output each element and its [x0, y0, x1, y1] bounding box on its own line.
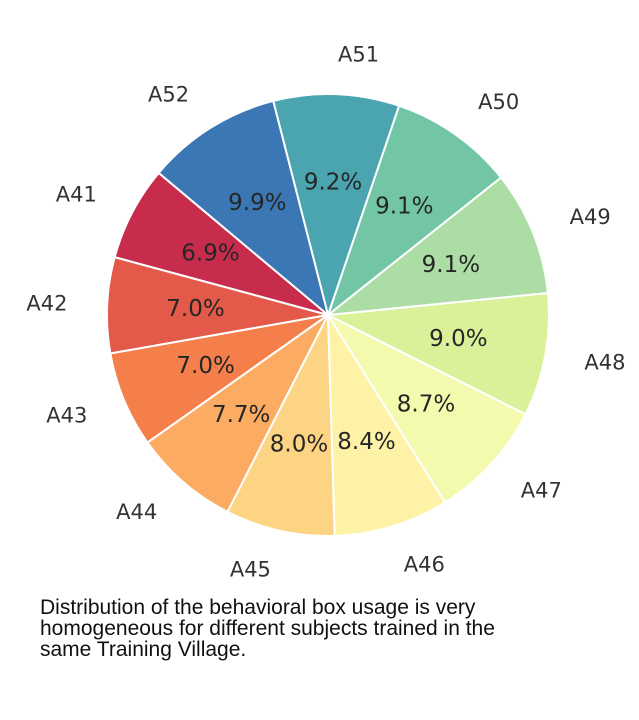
figure-caption: Distribution of the behavioral box usage…: [40, 597, 590, 660]
slice-label-a50: A50: [478, 90, 519, 114]
slice-percent-a45: 8.0%: [270, 431, 328, 457]
slice-percent-a46: 8.4%: [337, 429, 395, 455]
percentage-labels: 6.9% 7.0% 7.0% 7.7%8.0% 8.4%8.7% 9.0% 9.1% 9.1%…: [166, 170, 487, 458]
slice-label-a45: A45: [230, 557, 271, 581]
slice-percent-a51: 9.2%: [304, 170, 362, 196]
slice-percent-a48: 9.0%: [429, 326, 487, 352]
slice-labels: A41 A42 A43 A44 A45 A46 A47 A48 A49 A50 A51 A52: [26, 42, 625, 581]
slice-label-a43: A43: [46, 403, 87, 427]
slice-label-a44: A44: [116, 500, 157, 524]
slice-label-a46: A46: [404, 553, 445, 577]
pie-slice-a45: [226, 314, 336, 537]
slice-label-a42: A42: [26, 291, 67, 315]
caption-line-3: same Training Village.: [40, 638, 247, 661]
slice-percent-a43: 7.0%: [176, 353, 234, 379]
pie-slice-a48: [327, 291, 550, 416]
pie-slice-a46: [327, 314, 447, 537]
pie-slice-a52: [157, 99, 329, 316]
slice-percent-a50: 9.1%: [375, 194, 433, 220]
caption-line-2: homogeneous for different subjects train…: [40, 617, 495, 640]
slice-label-a51: A51: [338, 42, 379, 66]
pie-slices: [106, 93, 550, 537]
slice-percent-a49: 9.1%: [422, 252, 480, 278]
pie-slice-a49: [327, 176, 549, 316]
slice-label-a48: A48: [584, 350, 625, 374]
slice-percent-a41: 6.9%: [181, 241, 239, 267]
pie-slice-a50: [327, 104, 502, 316]
slice-label-a41: A41: [56, 182, 97, 206]
slice-label-a47: A47: [521, 479, 562, 503]
caption-line-1: Distribution of the behavioral box usage…: [40, 596, 476, 619]
pie-slice-a51: [272, 93, 401, 316]
slice-label-a49: A49: [570, 205, 611, 229]
pie-slice-a44: [146, 314, 329, 513]
slice-percent-a42: 7.0%: [166, 296, 224, 322]
pie-chart: A41 A42 A43 A44 A45 A46 A47 A48 A49 A50 A51 A52 6.9…: [26, 42, 625, 581]
slice-label-a52: A52: [148, 82, 189, 106]
pie-slice-a47: [327, 314, 527, 504]
slice-percent-a44: 7.7%: [212, 402, 270, 428]
slice-percent-a47: 8.7%: [397, 391, 455, 417]
slice-percent-a52: 9.9%: [228, 190, 286, 216]
